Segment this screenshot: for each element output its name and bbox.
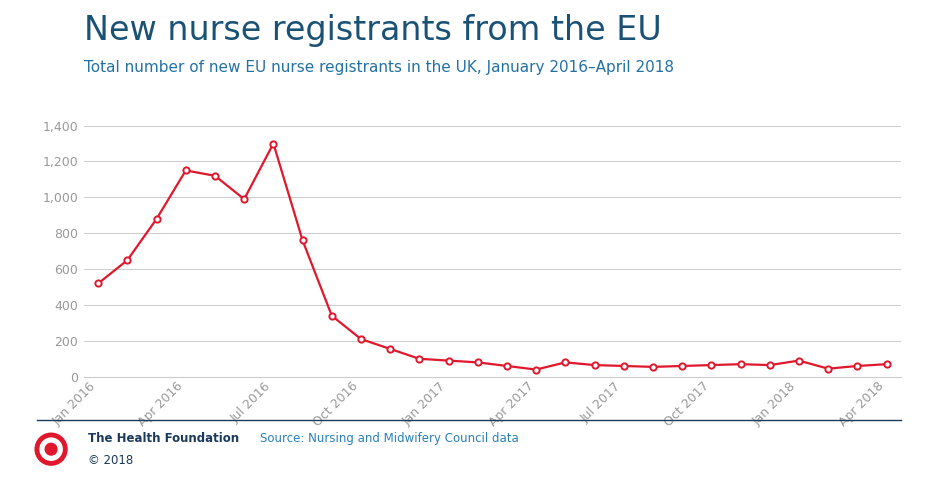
- Circle shape: [45, 443, 57, 455]
- Text: New nurse registrants from the EU: New nurse registrants from the EU: [84, 14, 661, 47]
- Text: Source: Nursing and Midwifery Council data: Source: Nursing and Midwifery Council da…: [260, 432, 519, 445]
- Text: © 2018: © 2018: [88, 454, 134, 467]
- Text: Total number of new EU nurse registrants in the UK, January 2016–April 2018: Total number of new EU nurse registrants…: [84, 60, 673, 75]
- Text: The Health Foundation: The Health Foundation: [88, 432, 239, 445]
